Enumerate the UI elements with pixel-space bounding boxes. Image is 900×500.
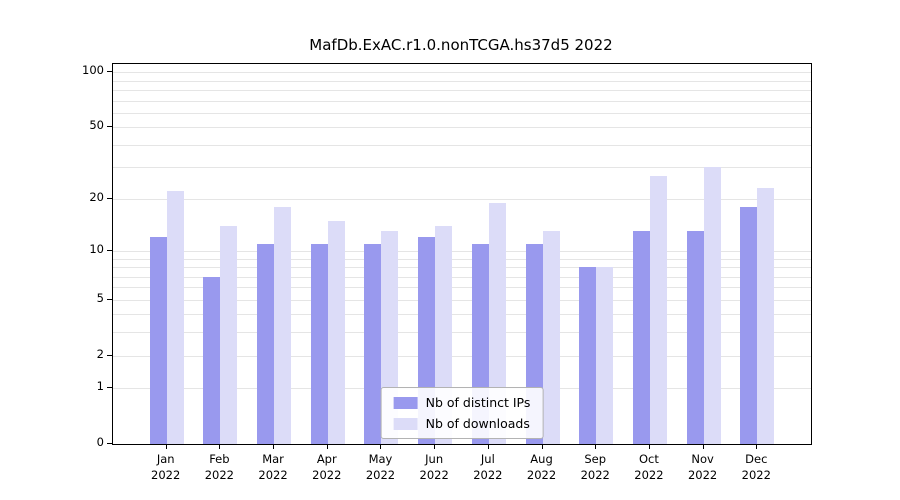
bar-nb-of-downloads-oct (649, 175, 667, 444)
y-tick-mark-0 (107, 443, 112, 444)
x-tick-label-sep: Sep 2022 (580, 452, 610, 482)
x-tick-label-mar: Mar 2022 (258, 452, 288, 482)
y-tick-mark-20 (107, 197, 112, 199)
x-tick-label-feb: Feb 2022 (204, 452, 235, 482)
legend: Nb of distinct IPs Nb of downloads (380, 387, 544, 439)
x-tick-label-jan: Jan 2022 (151, 452, 181, 482)
y-tick-label-100: 100 (82, 63, 104, 78)
bar-nb-of-downloads-apr (327, 220, 345, 444)
y-tick-mark-100 (107, 71, 112, 73)
gridline-10 (113, 250, 811, 252)
gridline-90 (113, 80, 811, 82)
bar-nb-of-downloads-aug (542, 231, 560, 444)
bar-nb-of-downloads-sep (596, 267, 614, 444)
gridline-8 (113, 267, 811, 269)
bar-nb-of-distinct-ips-sep (579, 267, 597, 444)
bar-nb-of-distinct-ips-jan (149, 237, 167, 444)
x-tick-mark-jun (434, 444, 436, 449)
x-tick-label-oct: Oct 2022 (634, 452, 664, 482)
bar-nb-of-distinct-ips-dec (740, 206, 758, 444)
legend-swatch-nb-of-downloads (393, 417, 418, 430)
gridline-40 (113, 144, 811, 146)
gridline-50 (113, 127, 811, 129)
x-tick-label-nov: Nov 2022 (687, 452, 718, 482)
x-tick-mark-mar (273, 444, 275, 449)
gridline-4 (113, 314, 811, 316)
legend-entry-nb-of-distinct-ips: Nb of distinct IPs (393, 395, 531, 410)
y-tick-label-1: 1 (96, 379, 104, 394)
gridline-5 (113, 299, 811, 301)
x-tick-label-may: May 2022 (365, 452, 396, 482)
x-tick-label-jul: Jul 2022 (473, 452, 503, 482)
bar-nb-of-distinct-ips-feb (203, 276, 221, 444)
y-tick-label-2: 2 (96, 346, 104, 361)
legend-label-nb-of-downloads: Nb of downloads (425, 416, 530, 431)
bar-nb-of-distinct-ips-oct (632, 231, 650, 444)
chart-title: MafDb.ExAC.r1.0.nonTCGA.hs37d5 2022 (309, 36, 613, 54)
x-tick-label-jun: Jun 2022 (419, 452, 449, 482)
bar-nb-of-downloads-dec (757, 188, 775, 444)
y-tick-label-20: 20 (89, 189, 104, 204)
x-tick-mark-apr (326, 444, 328, 449)
bar-nb-of-downloads-jan (166, 191, 184, 444)
legend-entry-nb-of-downloads: Nb of downloads (393, 416, 531, 431)
bar-nb-of-distinct-ips-apr (310, 243, 328, 444)
gridline-100 (113, 72, 811, 74)
gridline-30 (113, 167, 811, 169)
x-tick-label-aug: Aug 2022 (526, 452, 557, 482)
bar-nb-of-distinct-ips-mar (257, 243, 275, 444)
x-tick-mark-dec (756, 444, 758, 449)
gridline-2 (113, 355, 811, 357)
bar-nb-of-distinct-ips-may (364, 243, 382, 444)
y-tick-mark-5 (107, 298, 112, 300)
bar-nb-of-distinct-ips-nov (686, 231, 704, 444)
y-tick-mark-1 (107, 387, 112, 389)
gridline-9 (113, 258, 811, 260)
x-tick-mark-feb (219, 444, 221, 449)
gridline-70 (113, 100, 811, 102)
x-tick-mark-aug (541, 444, 543, 449)
gridline-7 (113, 276, 811, 278)
x-tick-mark-oct (648, 444, 650, 449)
y-tick-mark-2 (107, 354, 112, 356)
y-tick-label-5: 5 (96, 290, 104, 305)
x-tick-mark-jul (487, 444, 489, 449)
bar-nb-of-downloads-jul (488, 202, 506, 444)
y-tick-label-50: 50 (89, 118, 104, 133)
y-tick-label-10: 10 (89, 241, 104, 256)
y-tick-mark-50 (107, 126, 112, 128)
gridline-3 (113, 332, 811, 334)
x-tick-mark-may (380, 444, 382, 449)
y-tick-mark-10 (107, 249, 112, 251)
legend-label-nb-of-distinct-ips: Nb of distinct IPs (425, 395, 531, 410)
gridline-6 (113, 287, 811, 289)
legend-swatch-nb-of-distinct-ips (393, 396, 418, 409)
y-tick-label-0: 0 (96, 435, 104, 449)
bar-nb-of-downloads-feb (220, 225, 238, 444)
x-tick-mark-sep (595, 444, 597, 449)
gridline-80 (113, 90, 811, 92)
x-tick-mark-jan (165, 444, 167, 449)
x-tick-mark-nov (702, 444, 704, 449)
bar-nb-of-downloads-mar (274, 206, 292, 444)
gridline-60 (113, 112, 811, 114)
x-tick-label-apr: Apr 2022 (312, 452, 342, 482)
plot-area: Nb of distinct IPs Nb of downloads (112, 63, 812, 445)
bar-nb-of-downloads-nov (703, 167, 721, 444)
x-tick-label-dec: Dec 2022 (741, 452, 771, 482)
gridline-20 (113, 198, 811, 200)
